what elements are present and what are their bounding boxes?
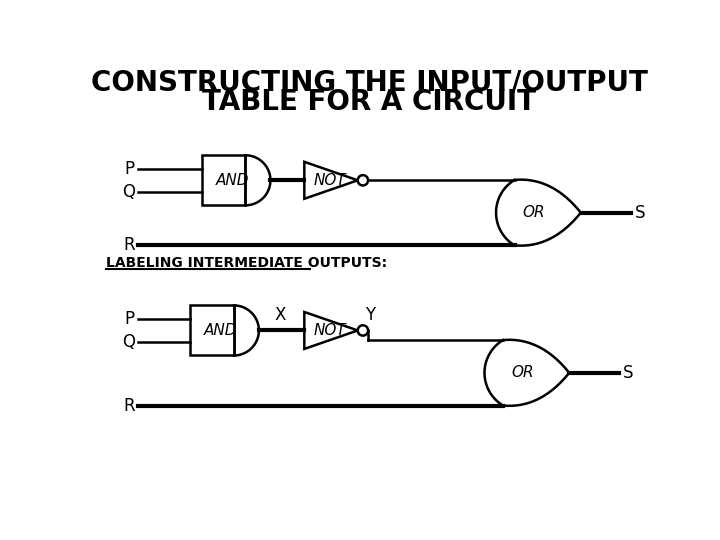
Text: R: R (123, 396, 135, 415)
Text: S: S (623, 364, 634, 382)
Text: CONSTRUCTING THE INPUT/OUTPUT: CONSTRUCTING THE INPUT/OUTPUT (91, 69, 647, 97)
Text: R: R (123, 237, 135, 254)
Polygon shape (496, 180, 581, 246)
Text: Y: Y (364, 306, 374, 323)
Text: NOT: NOT (313, 323, 346, 338)
Text: OR: OR (523, 205, 546, 220)
Circle shape (358, 325, 368, 336)
Polygon shape (305, 312, 358, 349)
Text: P: P (125, 310, 135, 328)
Text: Q: Q (122, 333, 135, 351)
Polygon shape (485, 340, 570, 406)
Polygon shape (202, 156, 246, 205)
Polygon shape (305, 162, 358, 199)
Text: AND: AND (204, 323, 238, 338)
Text: AND: AND (215, 173, 249, 188)
Polygon shape (190, 306, 234, 355)
Text: OR: OR (511, 365, 534, 380)
Text: LABELING INTERMEDIATE OUTPUTS:: LABELING INTERMEDIATE OUTPUTS: (106, 256, 387, 271)
Text: NOT: NOT (313, 173, 346, 188)
Text: P: P (125, 160, 135, 178)
Text: X: X (274, 306, 286, 323)
Text: TABLE FOR A CIRCUIT: TABLE FOR A CIRCUIT (202, 88, 536, 116)
Text: S: S (634, 204, 645, 221)
Circle shape (358, 175, 368, 185)
Text: Q: Q (122, 183, 135, 201)
